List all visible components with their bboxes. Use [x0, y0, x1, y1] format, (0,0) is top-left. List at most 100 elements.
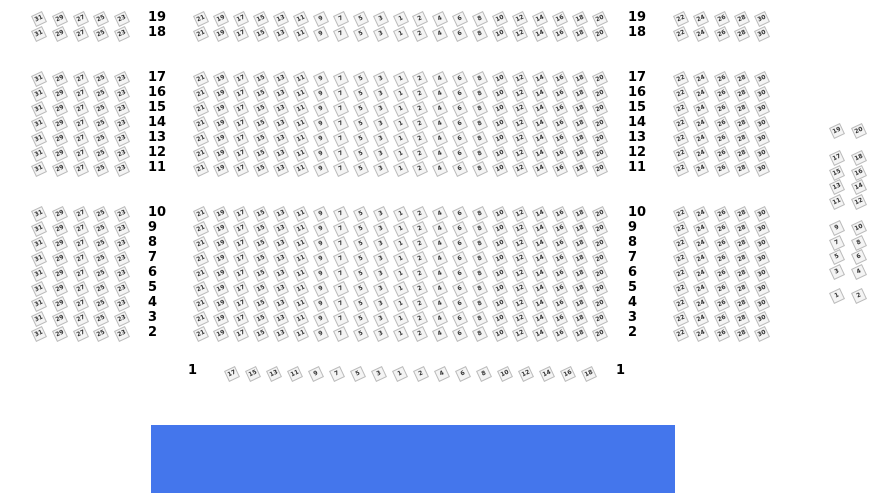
seat-left-row-14-31[interactable]: 31 — [31, 116, 47, 132]
seat-center-row-15-2[interactable]: 2 — [412, 101, 429, 117]
seat-center-row-19-12[interactable]: 12 — [512, 11, 529, 27]
seat-center-row-17-9[interactable]: 9 — [312, 71, 329, 87]
seat-front-row-1-15[interactable]: 15 — [245, 366, 261, 382]
seat-center-row-11-16[interactable]: 16 — [552, 161, 569, 177]
seat-center-row-11-10[interactable]: 10 — [492, 161, 509, 177]
seat-center-row-4-16[interactable]: 16 — [552, 296, 569, 312]
seat-center-row-13-4[interactable]: 4 — [432, 131, 449, 147]
seat-center-row-11-18[interactable]: 18 — [572, 161, 589, 177]
seat-center-row-9-21[interactable]: 21 — [193, 221, 209, 237]
seat-center-row-15-3[interactable]: 3 — [372, 101, 389, 117]
seat-center-row-5-9[interactable]: 9 — [312, 281, 329, 297]
seat-left-row-2-23[interactable]: 23 — [114, 326, 131, 342]
seat-right-row-3-24[interactable]: 24 — [693, 311, 710, 327]
seat-center-row-8-8[interactable]: 8 — [472, 236, 489, 252]
seat-center-row-4-11[interactable]: 11 — [292, 296, 309, 312]
seat-center-row-16-1[interactable]: 1 — [392, 86, 409, 102]
seat-center-row-8-18[interactable]: 18 — [572, 236, 589, 252]
seat-center-row-10-16[interactable]: 16 — [552, 206, 569, 222]
seat-center-row-4-15[interactable]: 15 — [252, 296, 269, 312]
seat-center-row-4-21[interactable]: 21 — [193, 296, 209, 312]
seat-center-row-2-14[interactable]: 14 — [532, 326, 549, 342]
seat-right-row-13-28[interactable]: 28 — [733, 131, 750, 147]
seat-right-row-12-24[interactable]: 24 — [693, 146, 710, 162]
seat-center-row-14-12[interactable]: 12 — [512, 116, 529, 132]
seat-center-row-3-11[interactable]: 11 — [292, 311, 309, 327]
seat-center-row-2-17[interactable]: 17 — [232, 326, 249, 342]
seat-left-row-8-29[interactable]: 29 — [51, 236, 68, 252]
seat-center-row-18-3[interactable]: 3 — [372, 26, 389, 42]
seat-center-row-18-19[interactable]: 19 — [212, 26, 229, 42]
seat-center-row-5-2[interactable]: 2 — [412, 281, 429, 297]
seat-left-row-16-27[interactable]: 27 — [72, 86, 89, 102]
seat-center-row-2-6[interactable]: 6 — [452, 326, 469, 342]
seat-left-row-7-31[interactable]: 31 — [31, 251, 47, 267]
seat-center-row-12-16[interactable]: 16 — [552, 146, 569, 162]
seat-left-row-9-27[interactable]: 27 — [72, 221, 89, 237]
seat-center-row-11-5[interactable]: 5 — [352, 161, 369, 177]
seat-left-row-3-29[interactable]: 29 — [51, 311, 68, 327]
seat-center-row-9-5[interactable]: 5 — [352, 221, 369, 237]
seat-right-row-17-22[interactable]: 22 — [673, 71, 689, 87]
seat-left-row-16-23[interactable]: 23 — [114, 86, 131, 102]
seat-center-row-9-12[interactable]: 12 — [512, 221, 529, 237]
seat-center-row-7-13[interactable]: 13 — [272, 251, 289, 267]
seat-center-row-12-18[interactable]: 18 — [572, 146, 589, 162]
seat-right-row-17-24[interactable]: 24 — [693, 71, 710, 87]
seat-center-row-9-15[interactable]: 15 — [252, 221, 269, 237]
seat-center-row-12-3[interactable]: 3 — [372, 146, 389, 162]
seat-center-row-3-13[interactable]: 13 — [272, 311, 289, 327]
seat-center-row-14-3[interactable]: 3 — [372, 116, 389, 132]
seat-center-row-7-2[interactable]: 2 — [412, 251, 429, 267]
seat-left-row-10-25[interactable]: 25 — [93, 206, 110, 222]
seat-center-row-12-14[interactable]: 14 — [532, 146, 549, 162]
seat-center-row-3-9[interactable]: 9 — [312, 311, 329, 327]
seat-center-row-6-11[interactable]: 11 — [292, 266, 309, 282]
seat-center-row-3-18[interactable]: 18 — [572, 311, 589, 327]
seat-center-row-18-11[interactable]: 11 — [292, 26, 309, 42]
seat-center-row-5-3[interactable]: 3 — [372, 281, 389, 297]
seat-center-row-18-18[interactable]: 18 — [572, 26, 589, 42]
seat-center-row-5-13[interactable]: 13 — [272, 281, 289, 297]
seat-center-row-17-5[interactable]: 5 — [352, 71, 369, 87]
seat-center-row-10-10[interactable]: 10 — [492, 206, 509, 222]
seat-right-row-5-28[interactable]: 28 — [733, 281, 750, 297]
seat-center-row-3-6[interactable]: 6 — [452, 311, 469, 327]
seat-center-row-17-1[interactable]: 1 — [392, 71, 409, 87]
seat-center-row-4-4[interactable]: 4 — [432, 296, 449, 312]
seat-left-row-19-23[interactable]: 23 — [114, 11, 131, 27]
seat-right-row-6-28[interactable]: 28 — [733, 266, 750, 282]
seat-center-row-6-1[interactable]: 1 — [392, 266, 409, 282]
seat-center-row-16-6[interactable]: 6 — [452, 86, 469, 102]
seat-front-row-1-1[interactable]: 1 — [392, 366, 408, 382]
seat-center-row-8-6[interactable]: 6 — [452, 236, 469, 252]
seat-center-row-14-5[interactable]: 5 — [352, 116, 369, 132]
seat-left-row-6-31[interactable]: 31 — [31, 266, 47, 282]
seat-right-row-7-26[interactable]: 26 — [713, 251, 730, 267]
seat-center-row-13-19[interactable]: 19 — [212, 131, 229, 147]
seat-right-row-7-24[interactable]: 24 — [693, 251, 710, 267]
seat-center-row-14-16[interactable]: 16 — [552, 116, 569, 132]
seat-right-row-18-30[interactable]: 30 — [754, 26, 771, 42]
seat-left-row-13-31[interactable]: 31 — [31, 131, 47, 147]
seat-center-row-10-3[interactable]: 3 — [372, 206, 389, 222]
seat-center-row-14-2[interactable]: 2 — [412, 116, 429, 132]
seat-center-row-19-4[interactable]: 4 — [432, 11, 449, 27]
seat-center-row-16-17[interactable]: 17 — [232, 86, 249, 102]
seat-right-row-3-30[interactable]: 30 — [754, 311, 771, 327]
seat-center-row-19-21[interactable]: 21 — [193, 11, 209, 27]
seat-right-row-19-26[interactable]: 26 — [713, 11, 730, 27]
seat-center-row-6-18[interactable]: 18 — [572, 266, 589, 282]
seat-right-row-10-30[interactable]: 30 — [754, 206, 771, 222]
seat-center-row-6-21[interactable]: 21 — [193, 266, 209, 282]
seat-center-row-2-16[interactable]: 16 — [552, 326, 569, 342]
seat-center-row-12-12[interactable]: 12 — [512, 146, 529, 162]
seat-center-row-13-14[interactable]: 14 — [532, 131, 549, 147]
seat-front-row-1-18[interactable]: 18 — [581, 366, 597, 382]
seat-center-row-12-20[interactable]: 20 — [592, 146, 608, 162]
seat-right-row-15-30[interactable]: 30 — [754, 101, 771, 117]
seat-center-row-17-20[interactable]: 20 — [592, 71, 608, 87]
seat-right-row-4-26[interactable]: 26 — [713, 296, 730, 312]
seat-center-row-4-7[interactable]: 7 — [332, 296, 349, 312]
seat-right-row-19-22[interactable]: 22 — [673, 11, 689, 27]
